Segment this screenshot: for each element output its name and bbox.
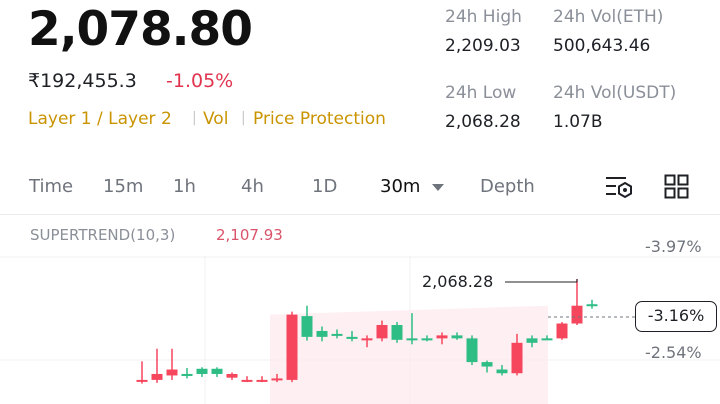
stat-vol-usdt-value: 1.07B: [553, 112, 603, 132]
stat-low-label: 24h Low: [445, 83, 517, 103]
change-percent: -1.05%: [166, 70, 234, 92]
supertrend-value: 2,107.93: [216, 226, 283, 244]
stat-vol-usdt-label: 24h Vol(USDT): [553, 83, 677, 103]
candle-body: [226, 373, 238, 378]
candle-body: [481, 362, 493, 367]
indicator-settings-icon[interactable]: [604, 174, 634, 202]
candle-body: [301, 316, 313, 337]
link-separator: |: [241, 110, 246, 126]
candle-body: [451, 335, 463, 339]
stat-vol-eth-label: 24h Vol(ETH): [553, 7, 664, 27]
candle-body: [526, 338, 538, 343]
candle-body: [586, 304, 598, 307]
stat-high-label: 24h High: [445, 7, 522, 27]
candle-body: [421, 338, 433, 341]
candle-body: [241, 379, 253, 382]
supertrend-fill: [270, 305, 548, 404]
candle-body: [196, 368, 208, 374]
tab-time[interactable]: Time: [29, 176, 74, 197]
tab-15m[interactable]: 15m: [103, 176, 144, 197]
candle-body: [376, 325, 388, 339]
tab-1d[interactable]: 1D: [312, 176, 338, 197]
candle-body: [406, 338, 418, 341]
link-separator: |: [192, 110, 197, 126]
candle-body: [181, 373, 193, 376]
low-annotation: 2,068.28: [422, 272, 494, 291]
candlestick-chart[interactable]: [0, 216, 720, 404]
last-price: 2,078.80: [28, 2, 253, 57]
tab-30m[interactable]: 30m: [380, 176, 421, 197]
candle-body: [151, 373, 163, 380]
caret-down-icon[interactable]: [431, 183, 445, 192]
stat-vol-eth-value: 500,643.46: [553, 36, 651, 56]
tab-depth[interactable]: Depth: [480, 176, 535, 197]
tabs-divider: [0, 214, 720, 215]
axis-label-top: -3.97%: [645, 237, 702, 256]
stat-high-value: 2,209.03: [445, 36, 521, 56]
candle-body: [511, 342, 523, 374]
axis-label-bottom: -2.54%: [645, 343, 702, 362]
candle-body: [556, 323, 568, 339]
candle-body: [436, 335, 448, 339]
supertrend-label: SUPERTREND(10,3): [30, 226, 176, 244]
candle-body: [256, 379, 268, 382]
price-inr: ₹192,455.3: [28, 70, 137, 92]
candle-body: [391, 325, 403, 340]
tab-4h[interactable]: 4h: [241, 176, 264, 197]
candle-body: [271, 378, 283, 381]
candle-body: [571, 305, 583, 324]
tab-1h[interactable]: 1h: [173, 176, 196, 197]
stat-low-value: 2,068.28: [445, 112, 521, 132]
link-layer1-layer2[interactable]: Layer 1 / Layer 2: [28, 109, 172, 129]
current-price-marker[interactable]: -3.16%: [635, 301, 717, 332]
candle-body: [166, 369, 178, 376]
candle-body: [496, 369, 508, 374]
candle-body: [286, 314, 298, 380]
grid-layout-icon[interactable]: [664, 174, 690, 200]
candle-body: [541, 338, 553, 341]
candle-body: [331, 333, 343, 336]
candle-body: [346, 336, 358, 339]
candle-body: [316, 330, 328, 337]
candle-body: [361, 338, 373, 341]
link-vol[interactable]: Vol: [203, 109, 229, 129]
candle-body: [466, 338, 478, 363]
candle-body: [211, 368, 223, 374]
candle-body: [136, 379, 148, 382]
link-price-protection[interactable]: Price Protection: [253, 109, 386, 129]
